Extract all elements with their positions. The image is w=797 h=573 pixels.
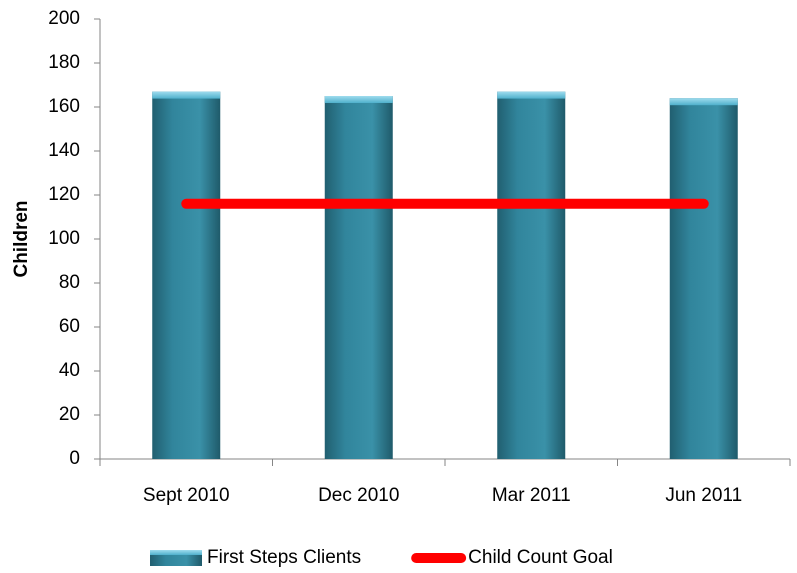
y-tick-label: 200 — [48, 8, 80, 29]
y-tick-label: 120 — [48, 184, 80, 205]
legend-swatch-cap — [150, 550, 202, 555]
x-tick-label: Jun 2011 — [665, 485, 742, 506]
x-tick-label: Dec 2010 — [318, 485, 399, 506]
y-tick-label: 40 — [59, 360, 80, 381]
legend-label: First Steps Clients — [207, 547, 361, 568]
y-tick-label: 180 — [48, 52, 80, 73]
y-tick-label: 60 — [59, 316, 80, 337]
bar-cap — [497, 91, 566, 99]
bar-cap — [152, 91, 221, 99]
bar-cap — [324, 96, 393, 103]
y-tick-label: 140 — [48, 140, 80, 161]
bar — [152, 91, 221, 459]
x-tick-label: Mar 2011 — [492, 485, 571, 506]
x-tick-label: Sept 2010 — [143, 485, 230, 506]
legend-label: Child Count Goal — [468, 547, 613, 568]
y-tick-label: 100 — [48, 228, 80, 249]
y-tick-label: 20 — [59, 404, 80, 425]
y-axis-label: Children — [11, 200, 32, 277]
bar — [324, 96, 393, 459]
bar — [497, 91, 566, 459]
y-tick-label: 80 — [59, 272, 80, 293]
bar-cap — [669, 98, 738, 106]
y-tick-label: 0 — [69, 448, 80, 469]
bar — [669, 98, 738, 459]
y-tick-label: 160 — [48, 96, 80, 117]
